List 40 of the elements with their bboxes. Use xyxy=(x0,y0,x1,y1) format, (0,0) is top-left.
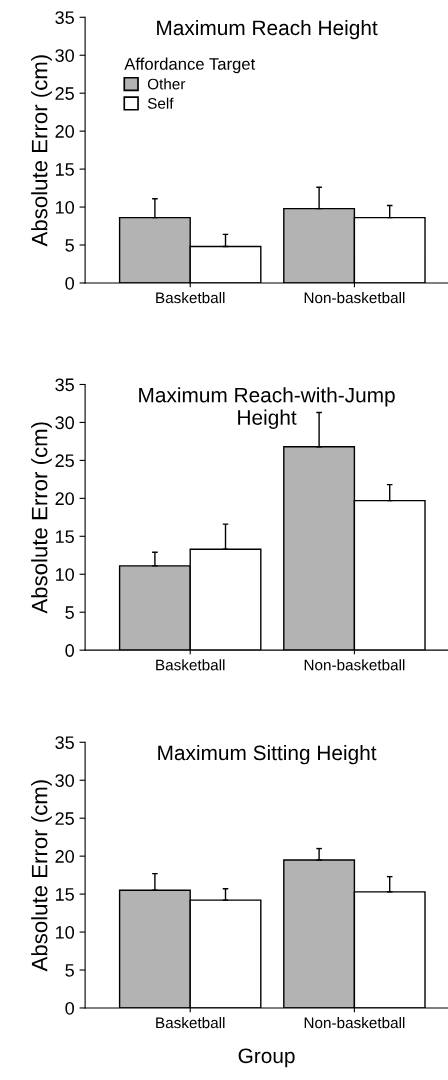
legend-label: Self xyxy=(147,97,174,109)
y-tick-label: 20 xyxy=(55,492,74,506)
y-tick-label: 10 xyxy=(56,200,74,214)
y-tick-label: 25 xyxy=(55,87,74,100)
x-tick-label: Non-basketball xyxy=(304,659,405,671)
y-tick-label: 0 xyxy=(65,644,74,657)
y-tick-label: 10 xyxy=(56,568,74,581)
y-tick-label: 15 xyxy=(56,888,74,901)
x-tick-label: Non-basketball xyxy=(304,1016,405,1029)
y-tick-label: 20 xyxy=(55,850,74,863)
y-tick-label: 15 xyxy=(56,530,74,544)
y-tick-label: 5 xyxy=(65,606,74,619)
y-tick-label: 0 xyxy=(65,276,74,290)
x-tick-label: Basketball xyxy=(156,1016,225,1029)
legend-label: Other xyxy=(147,78,186,90)
y-tick-label: 0 xyxy=(65,1001,74,1015)
y-tick-label: 35 xyxy=(55,11,74,24)
y-tick-label: 25 xyxy=(55,454,74,468)
x-tick-label: Basketball xyxy=(156,291,225,304)
y-tick-label: 35 xyxy=(55,378,74,392)
y-axis-title: Absolute Error (cm) xyxy=(31,780,52,972)
y-axis-title: Absolute Error (cm) xyxy=(31,55,52,247)
x-tick-label: Basketball xyxy=(156,659,225,671)
chart-title: Maximum Sitting Height xyxy=(158,744,377,765)
y-tick-label: 25 xyxy=(55,812,74,825)
y-tick-label: 20 xyxy=(55,125,74,138)
y-tick-label: 5 xyxy=(65,239,74,252)
y-tick-label: 15 xyxy=(56,163,74,176)
y-tick-label: 30 xyxy=(55,774,74,787)
chart-title: Maximum Reach Height xyxy=(157,19,378,40)
y-axis-title: Absolute Error (cm) xyxy=(31,422,52,614)
y-tick-label: 5 xyxy=(65,964,74,977)
y-tick-label: 30 xyxy=(55,416,74,430)
text: Maximum Reach-with-Jump Height xyxy=(139,387,395,429)
y-tick-label: 10 xyxy=(56,925,74,939)
x-axis-title: Group xyxy=(238,1048,295,1068)
legend-title: Affordance Target xyxy=(124,57,256,74)
x-tick-label: Non-basketball xyxy=(304,291,405,304)
y-tick-label: 30 xyxy=(55,49,74,62)
y-tick-label: 35 xyxy=(55,736,74,749)
